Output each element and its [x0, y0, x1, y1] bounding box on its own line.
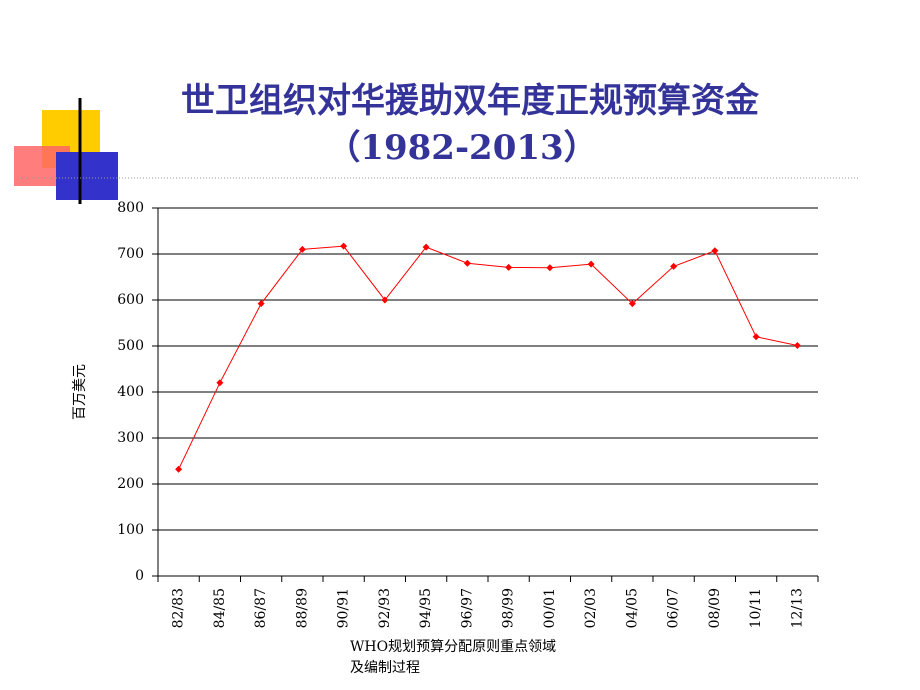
marker — [505, 263, 513, 271]
y-tick-label: 600 — [117, 292, 144, 308]
line — [178, 245, 798, 470]
y-tick-label: 300 — [117, 430, 144, 446]
marker — [793, 342, 801, 350]
marker — [752, 333, 760, 341]
marker — [587, 260, 595, 268]
x-tick-label: 82/83 — [171, 588, 187, 628]
x-tick-label: 84/85 — [212, 588, 228, 628]
y-tick-label: 200 — [117, 476, 144, 492]
x-tick-label: 90/91 — [336, 588, 352, 628]
x-tick-label: 04/05 — [624, 588, 640, 628]
x-tick-label: 00/01 — [542, 588, 558, 628]
x-tick-label: 86/87 — [253, 588, 269, 628]
y-tick-label: 500 — [117, 338, 144, 354]
chart-title: 世卫组织对华援助双年度正规预算资金 — [181, 81, 760, 121]
marker — [463, 259, 471, 267]
marker — [340, 242, 348, 250]
x-tick-label: 92/93 — [377, 588, 393, 628]
footer-line: WHO规划预算分配原则重点领域 — [350, 639, 556, 655]
marker — [216, 379, 224, 387]
deco-blue — [56, 152, 118, 200]
x-tick-label: 12/13 — [789, 588, 805, 628]
marker — [422, 243, 430, 251]
y-tick-label: 100 — [117, 522, 144, 538]
marker — [711, 247, 719, 255]
y-tick-label: 0 — [135, 568, 144, 584]
y-tick-label: 700 — [117, 246, 144, 262]
marker — [628, 300, 636, 308]
marker — [670, 262, 678, 270]
chart-subtitle: （1982-2013） — [326, 128, 597, 168]
x-tick-label: 06/07 — [666, 588, 682, 628]
marker — [298, 245, 306, 253]
x-tick-label: 08/09 — [707, 588, 723, 628]
marker — [546, 264, 554, 272]
marker — [175, 465, 183, 473]
marker — [257, 300, 265, 308]
decoration — [14, 98, 860, 204]
y-tick-label: 800 — [117, 200, 144, 216]
x-tick-label: 94/95 — [418, 588, 434, 628]
footer-line: 及编制过程 — [350, 660, 420, 676]
x-tick-label: 10/11 — [748, 588, 764, 628]
x-tick-label: 88/89 — [294, 588, 310, 628]
x-tick-label: 98/99 — [501, 588, 517, 628]
y-axis-label: 百万美元 — [72, 364, 88, 420]
x-tick-label: 02/03 — [583, 588, 599, 628]
marker — [381, 296, 389, 304]
y-tick-label: 400 — [117, 384, 144, 400]
x-tick-label: 96/97 — [459, 588, 475, 628]
